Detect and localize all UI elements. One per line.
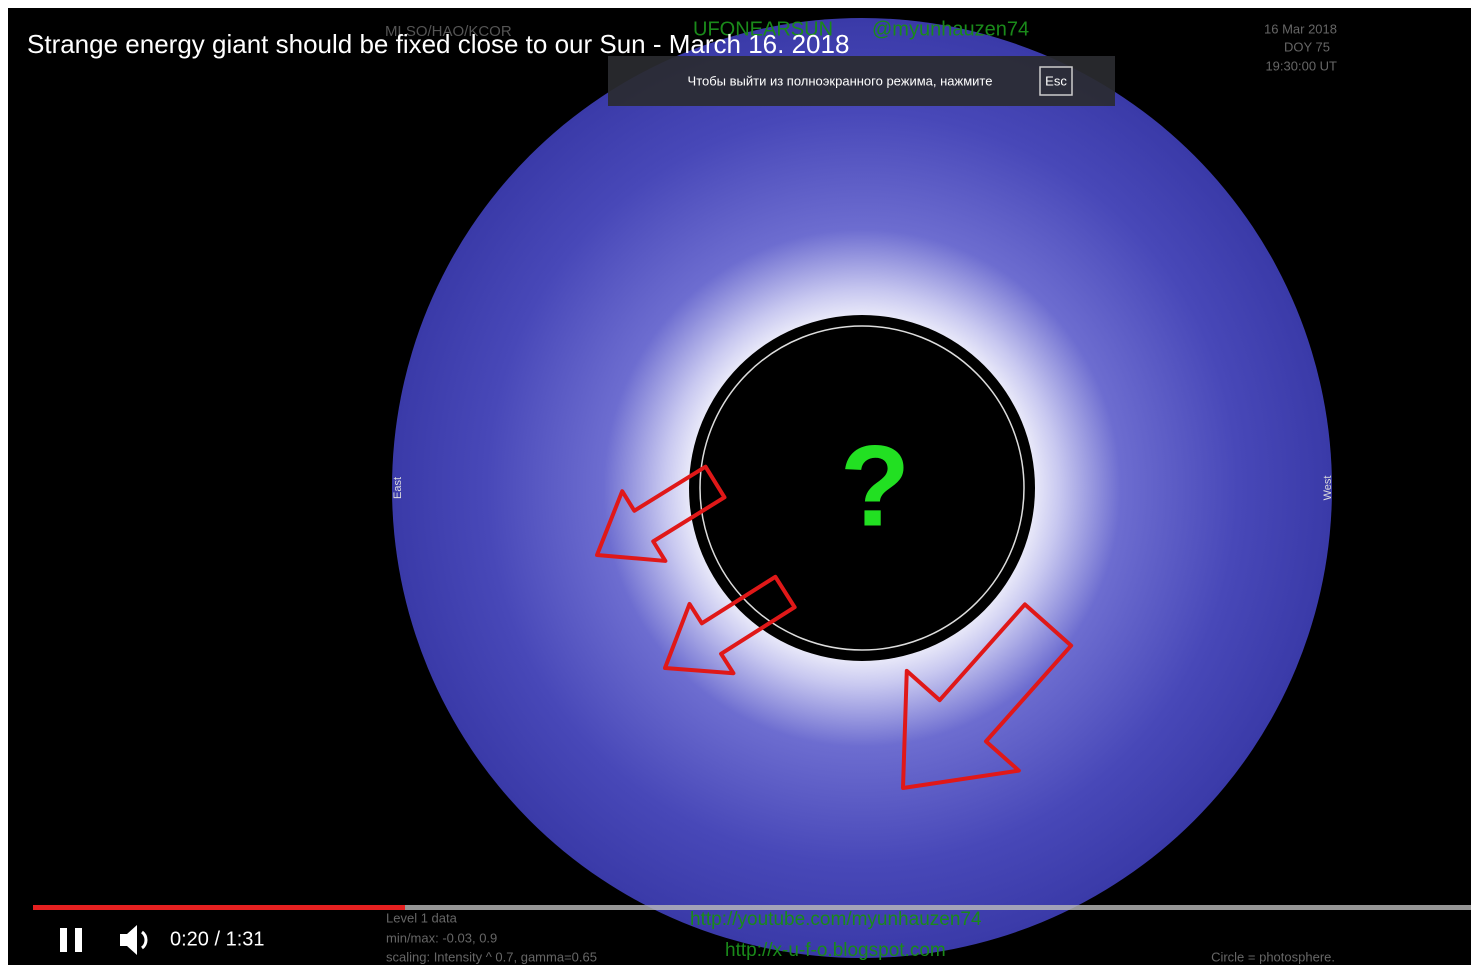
question-mark: ? (840, 422, 910, 550)
video-player: ? MLSO/HAO/KCOR UFONEARSUN @myunhauzen74… (0, 0, 1471, 965)
progress-played (33, 905, 405, 910)
link-youtube: http://youtube.com/myunhauzen74 (690, 909, 982, 930)
date-label: 16 Mar 2018 (1264, 21, 1337, 36)
west-label: West (1322, 476, 1334, 501)
pause-bar (75, 928, 82, 952)
pause-bar (60, 928, 67, 952)
scaling-label: scaling: Intensity ^ 0.7, gamma=0.65 (386, 949, 597, 964)
time-display: 0:20 / 1:31 (170, 928, 265, 950)
legend-label: Circle = photosphere. (1211, 949, 1335, 964)
time-label: 19:30:00 UT (1265, 58, 1337, 73)
level-label: Level 1 data (386, 910, 458, 925)
page: ? MLSO/HAO/KCOR UFONEARSUN @myunhauzen74… (0, 0, 1471, 965)
notice-text: Чтобы выйти из полноэкранного режима, на… (688, 73, 993, 88)
video-title: Strange energy giant should be fixed clo… (27, 29, 849, 59)
link-blog: http://x-u-f-o.blogspot.com (725, 940, 946, 961)
minmax-label: min/max: -0.03, 0.9 (386, 930, 497, 945)
east-label: East (392, 477, 404, 499)
doy-label: DOY 75 (1284, 39, 1330, 54)
handle-label: @myunhauzen74 (872, 18, 1029, 40)
esc-key-label: Esc (1045, 73, 1067, 88)
